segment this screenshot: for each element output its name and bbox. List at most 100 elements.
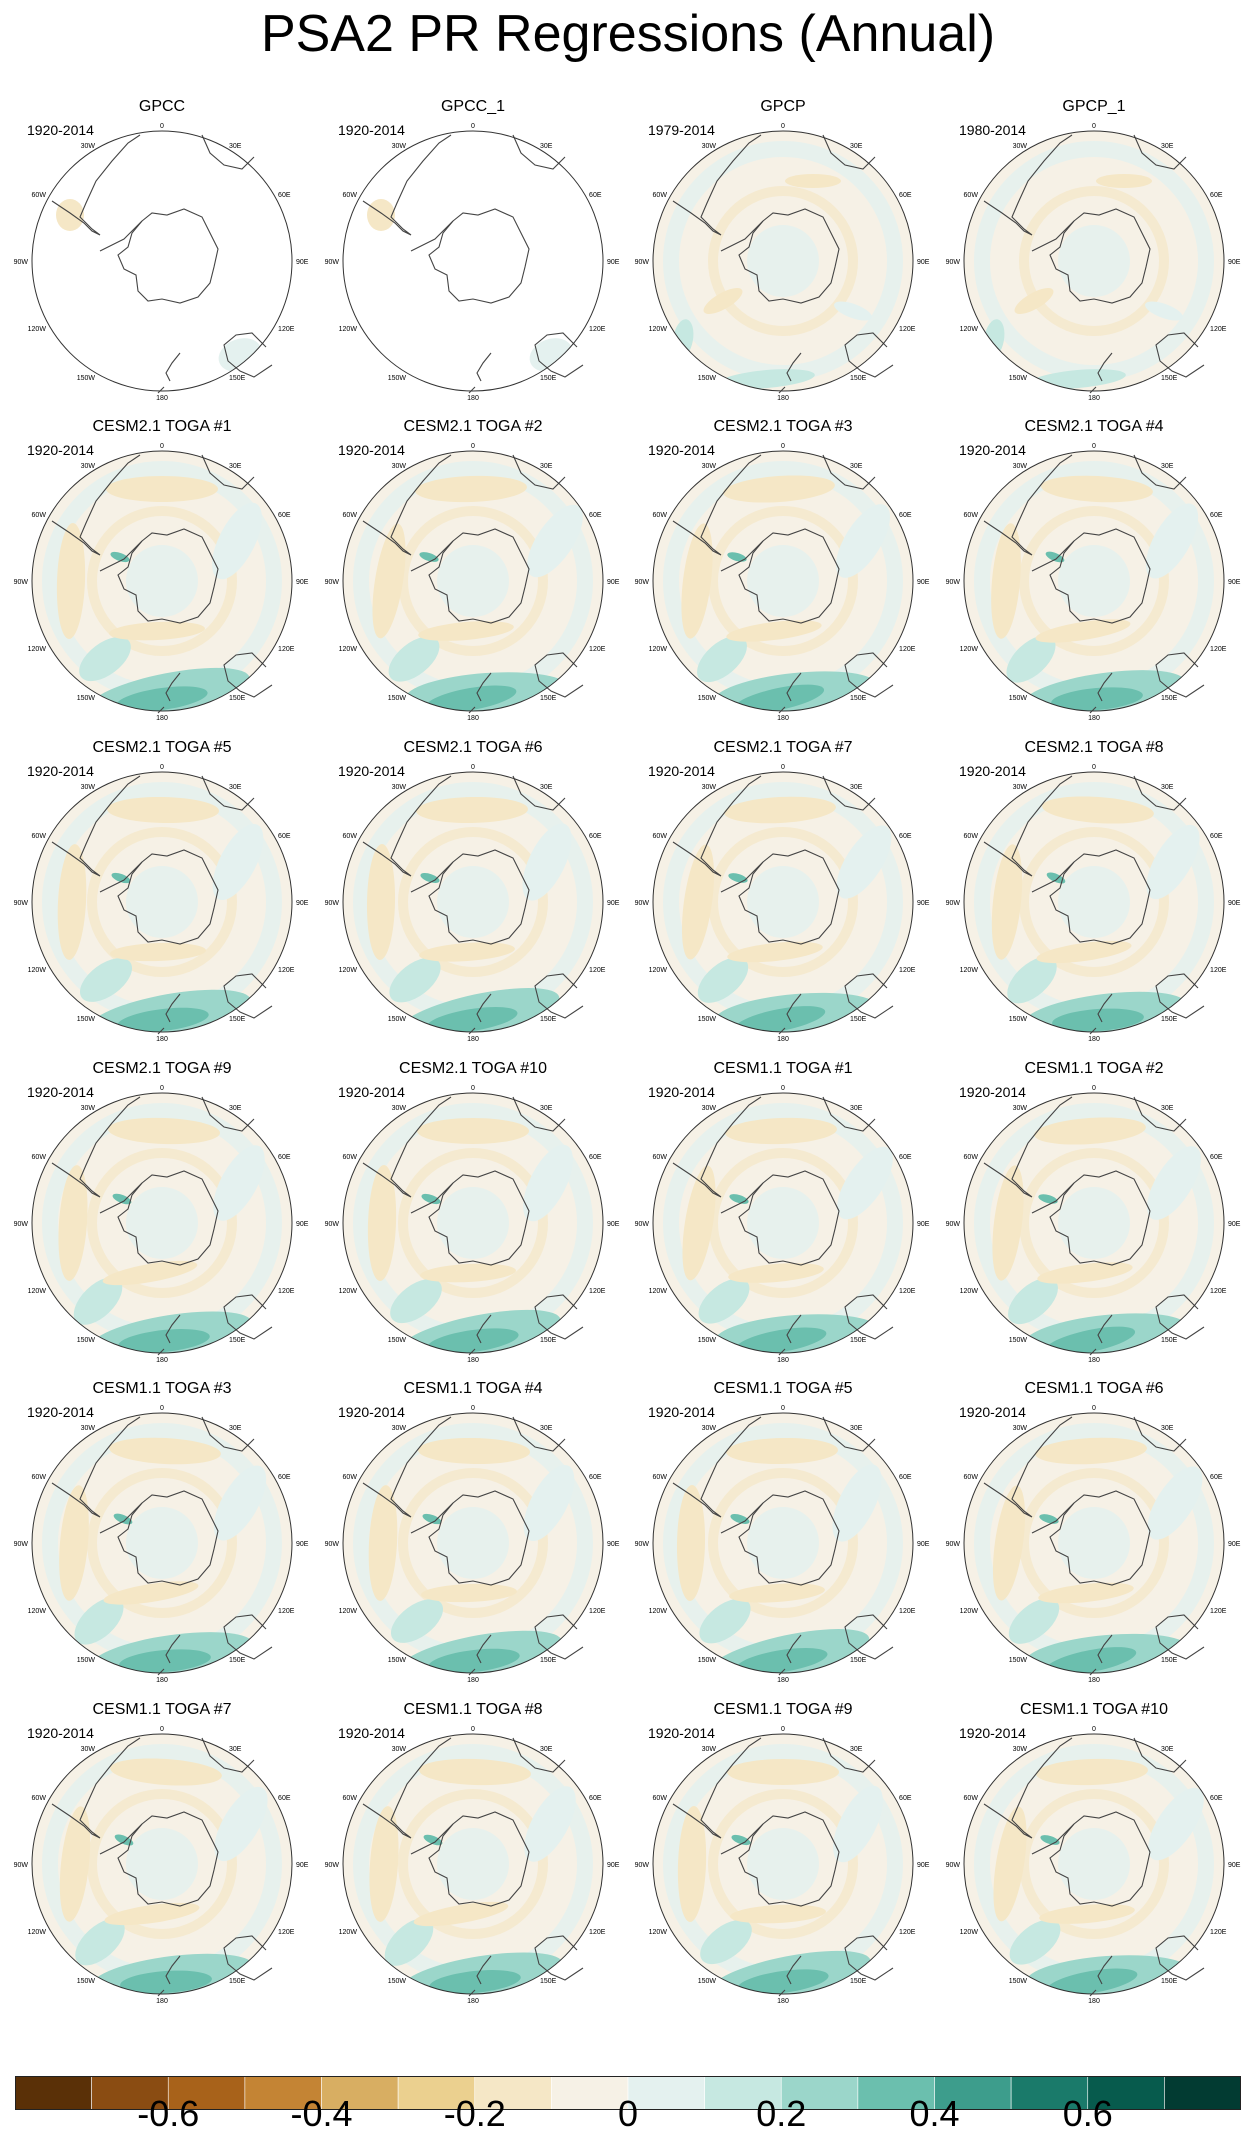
precip-anomaly [1046, 1968, 1138, 1994]
lon-label-west: 150W [388, 1016, 407, 1023]
precip-anomaly [426, 1006, 518, 1032]
panel-period: 1920-2014 [338, 1404, 405, 1420]
lon-label-east: 60E [278, 833, 291, 840]
precip-anomaly [728, 873, 748, 883]
lon-label-west: 120W [28, 646, 47, 653]
lon-label-west: 60W [32, 1474, 47, 1481]
map-boundary [963, 1412, 1225, 1674]
lon-label-bottom: 180 [777, 1677, 789, 1684]
polar-map: 0 180 30E 60E 90E 120E 150E 30W 60W 90W 120W 150W [325, 764, 620, 1043]
polar-map: 0 180 30E 60E 90E 120E 150E 30W 60W 90W 120W 150W [946, 443, 1241, 722]
panel-title: GPCC [138, 98, 186, 115]
lon-label-east: 120E [899, 1608, 916, 1615]
lon-label-bottom: 180 [1088, 1357, 1100, 1364]
lon-label-west: 60W [32, 1154, 47, 1161]
lon-label-east: 60E [899, 512, 912, 519]
panel-period: 1920-2014 [27, 1084, 94, 1100]
lon-label-east: 120E [278, 326, 295, 333]
lon-label-west: 150W [698, 695, 717, 702]
lon-label-east: 60E [1210, 192, 1223, 199]
lon-label-west: 120W [960, 1929, 979, 1936]
precip-anomaly [1030, 369, 1126, 389]
lon-label-east: 90E [917, 579, 930, 586]
lon-label-west: 150W [1009, 1016, 1028, 1023]
lon-label-bottom: 180 [467, 1998, 479, 2005]
lon-label-west: 120W [649, 967, 668, 974]
precip-anomaly [837, 1146, 893, 1220]
panel-title: CESM2.1 TOGA #3 [713, 418, 853, 435]
lon-label-east: 90E [296, 1541, 309, 1548]
precip-anomaly [419, 1758, 531, 1786]
map-boundary [31, 1092, 293, 1354]
polar-map: 0 180 30E 60E 90E 120E 150E 30W 60W 90W 120W 150W [635, 123, 930, 402]
panel-title: CESM2.1 TOGA #1 [92, 418, 232, 435]
lon-label-east: 120E [899, 1929, 916, 1936]
coastlines [51, 775, 273, 1035]
polar-map: 0 180 30E 60E 90E 120E 150E 30W 60W 90W 120W 150W [14, 123, 309, 402]
lon-label-east: 30E [229, 1746, 242, 1753]
polar-map: 0 180 30E 60E 90E 120E 150E 30W 60W 90W 120W 150W [325, 443, 620, 722]
lon-label-west: 150W [698, 1657, 717, 1664]
lon-label-west: 90W [946, 579, 961, 586]
panel-period: 1920-2014 [27, 122, 94, 138]
precip-anomaly [1036, 1758, 1148, 1786]
panel-period: 1920-2014 [959, 763, 1026, 779]
precip-anomaly [117, 1007, 209, 1032]
panel-title: CESM1.1 TOGA #10 [1020, 1701, 1168, 1718]
lon-label-east: 150E [229, 1016, 246, 1023]
polar-map: 0 180 30E 60E 90E 120E 150E 30W 60W 90W 120W 150W [325, 1726, 620, 2005]
lon-label-west: 30W [702, 1425, 717, 1432]
precip-anomaly [372, 523, 406, 639]
lon-label-east: 90E [296, 1862, 309, 1869]
lon-label-west: 60W [964, 512, 979, 519]
lon-label-west: 150W [77, 695, 96, 702]
coastlines [51, 1096, 273, 1356]
precip-anomaly [727, 941, 823, 963]
colorbar-segment [857, 2076, 935, 2110]
lon-label-bottom: 180 [777, 395, 789, 402]
precip-anomaly [681, 844, 715, 960]
lon-label-east: 150E [229, 375, 246, 382]
lon-label-west: 90W [14, 900, 29, 907]
lon-label-bottom: 180 [1088, 1677, 1100, 1684]
lon-label-top: 0 [781, 123, 785, 130]
precip-anomaly [75, 1918, 125, 1966]
lon-label-west: 30W [702, 143, 717, 150]
lon-label-bottom: 180 [777, 1357, 789, 1364]
precip-anomaly [1008, 1277, 1058, 1325]
lon-label-east: 30E [229, 143, 242, 150]
panel-title: CESM1.1 TOGA #8 [403, 1701, 543, 1718]
lon-label-west: 60W [32, 1795, 47, 1802]
lon-label-east: 120E [278, 1608, 295, 1615]
lon-label-west: 30W [702, 1105, 717, 1112]
precip-anomaly [1036, 940, 1132, 964]
panel-period: 1979-2014 [648, 122, 715, 138]
lon-label-west: 150W [77, 375, 96, 382]
precip-anomaly [734, 1006, 826, 1032]
lon-label-top: 0 [160, 1405, 164, 1412]
lon-label-west: 30W [81, 463, 96, 470]
precip-anomaly [423, 1834, 443, 1846]
lon-label-west: 90W [14, 1541, 29, 1548]
map-panel: 0 180 30E 60E 90E 120E 150E 30W 60W 90W 120W 150W CE… [633, 1701, 933, 2011]
lon-label-bottom: 180 [467, 715, 479, 722]
lon-label-top: 0 [160, 123, 164, 130]
precip-anomaly [737, 1969, 829, 1994]
colorbar-tick-label: 0 [617, 2093, 639, 2134]
lon-label-top: 0 [471, 1085, 475, 1092]
precip-anomaly [703, 288, 743, 314]
lon-label-east: 150E [850, 1657, 867, 1664]
precip-anomaly [367, 1165, 397, 1281]
map-panel: 0 180 30E 60E 90E 120E 150E 30W 60W 90W 120W 150W CE… [12, 1060, 312, 1370]
lon-label-west: 150W [77, 1016, 96, 1023]
map-boundary [342, 1092, 604, 1354]
lon-label-top: 0 [1092, 1405, 1096, 1412]
lon-label-east: 60E [278, 1154, 291, 1161]
lon-label-west: 90W [635, 1221, 650, 1228]
lon-label-east: 120E [589, 326, 606, 333]
lon-label-west: 30W [392, 143, 407, 150]
lon-label-east: 30E [229, 784, 242, 791]
lon-label-east: 30E [1161, 463, 1174, 470]
lon-label-top: 0 [471, 764, 475, 771]
lon-label-east: 150E [1161, 1978, 1178, 1985]
